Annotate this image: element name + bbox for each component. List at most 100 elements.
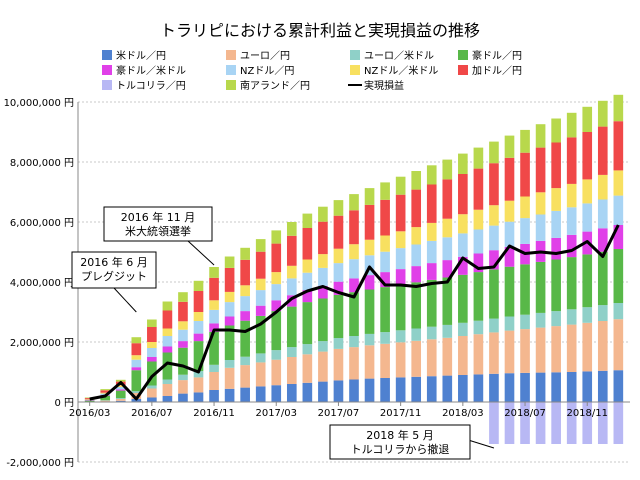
bar-segment <box>473 229 484 254</box>
bar-segment <box>582 106 593 132</box>
annotation-text: 2016 年 11 月 <box>121 210 195 224</box>
bar-segment <box>380 272 390 288</box>
bar-segment <box>240 320 250 357</box>
bar-segment <box>349 347 359 380</box>
bar-segment <box>504 266 515 317</box>
bar-segment <box>582 132 593 180</box>
bar-segment <box>489 269 499 319</box>
bar-segment <box>489 318 499 333</box>
bar-segment <box>349 244 359 260</box>
chart-title: トラリピにおける累計利益と実現損益の推移 <box>160 21 480 40</box>
bar-segment <box>271 359 282 386</box>
legend-swatch <box>226 65 236 75</box>
x-tick-label: 2017/11 <box>380 408 422 419</box>
bar-segment <box>240 296 250 312</box>
bar-segment <box>333 338 344 349</box>
bar-segment <box>458 174 468 215</box>
bar-segment <box>147 319 157 327</box>
bar-segment <box>193 392 204 402</box>
bar-segment <box>84 400 95 401</box>
bar-segment <box>380 182 390 200</box>
bar-segment <box>364 345 375 379</box>
bar-segment <box>193 312 204 321</box>
bar-segment <box>162 328 173 336</box>
bar-segment <box>535 327 546 373</box>
bar-segment <box>395 248 406 270</box>
bar-segment <box>504 135 515 158</box>
bar-segment <box>442 337 453 376</box>
bar-segment <box>597 305 608 321</box>
legend-label: ユーロ／円 <box>240 50 290 62</box>
bar-segment <box>178 321 188 330</box>
bar-segment <box>426 339 437 377</box>
bar-segment <box>426 263 437 280</box>
bar-segment <box>131 393 142 399</box>
bar-segment <box>411 227 422 245</box>
bar-segment <box>411 376 422 402</box>
bar-segment <box>100 400 111 401</box>
bar-segment <box>380 251 390 273</box>
bar-segment <box>224 325 235 360</box>
bar-segment <box>520 152 530 197</box>
bar-segment <box>613 195 624 225</box>
realized-pl-polyline <box>89 224 620 401</box>
bar-segment <box>193 341 204 372</box>
bar-segment <box>240 311 250 321</box>
bar-segment <box>209 309 219 324</box>
bar-segment <box>458 256 468 275</box>
legend-label: 豪ドル／米ドル <box>116 64 186 77</box>
legend-label: 実現損益 <box>364 79 404 92</box>
bar-segment <box>302 272 313 291</box>
bar-segment <box>395 377 406 402</box>
bar-segment <box>442 324 453 338</box>
bar-segment <box>240 387 250 402</box>
bar-segment <box>131 370 142 392</box>
bar-segment <box>380 343 390 378</box>
bar-segment <box>333 263 344 282</box>
realized-pl-line <box>89 224 620 401</box>
bar-segment <box>318 206 328 222</box>
bar-segment <box>302 354 313 383</box>
bar-segment <box>411 340 422 377</box>
bar-segment <box>147 361 157 386</box>
bar-segment <box>597 251 608 306</box>
bar-segment <box>162 396 173 402</box>
bar-segment <box>147 357 157 362</box>
bar-segment <box>333 281 344 295</box>
bar-segment <box>395 269 406 285</box>
bar-segment <box>504 221 515 247</box>
bar-segment <box>458 375 468 402</box>
bar-segment <box>458 336 468 375</box>
bar-segment <box>426 326 437 340</box>
bar-segment <box>535 402 546 444</box>
bar-segment <box>395 194 406 232</box>
legend-swatch <box>102 80 112 90</box>
bar-segment <box>489 402 499 444</box>
bar-segment <box>520 196 530 219</box>
bar-segment <box>240 356 250 366</box>
bar-segment <box>551 188 561 211</box>
bar-segment <box>473 272 484 321</box>
annotation-box <box>103 206 213 242</box>
bar-segment <box>566 372 577 402</box>
bar-segment <box>349 194 359 211</box>
bar-segment <box>271 385 282 402</box>
bar-segment <box>162 346 173 353</box>
bar-segment <box>318 221 328 255</box>
bar-segment <box>380 235 390 252</box>
bar-segment <box>255 251 266 279</box>
bar-segment <box>100 395 111 401</box>
bar-segment <box>395 176 406 195</box>
legend-swatch <box>226 50 236 60</box>
bar-segment <box>131 367 142 371</box>
bar-segment <box>442 277 453 325</box>
bar-segment <box>209 277 219 301</box>
bar-segment <box>255 315 266 354</box>
bar-segment <box>411 189 422 228</box>
bar-segment <box>613 121 624 171</box>
x-axis: 2016/03 2016/07 2016/11 2017/03 2017/07 2017/… <box>69 401 630 419</box>
bar-segment <box>504 373 515 402</box>
bar-segment <box>426 279 437 327</box>
bar-segment <box>582 402 593 444</box>
